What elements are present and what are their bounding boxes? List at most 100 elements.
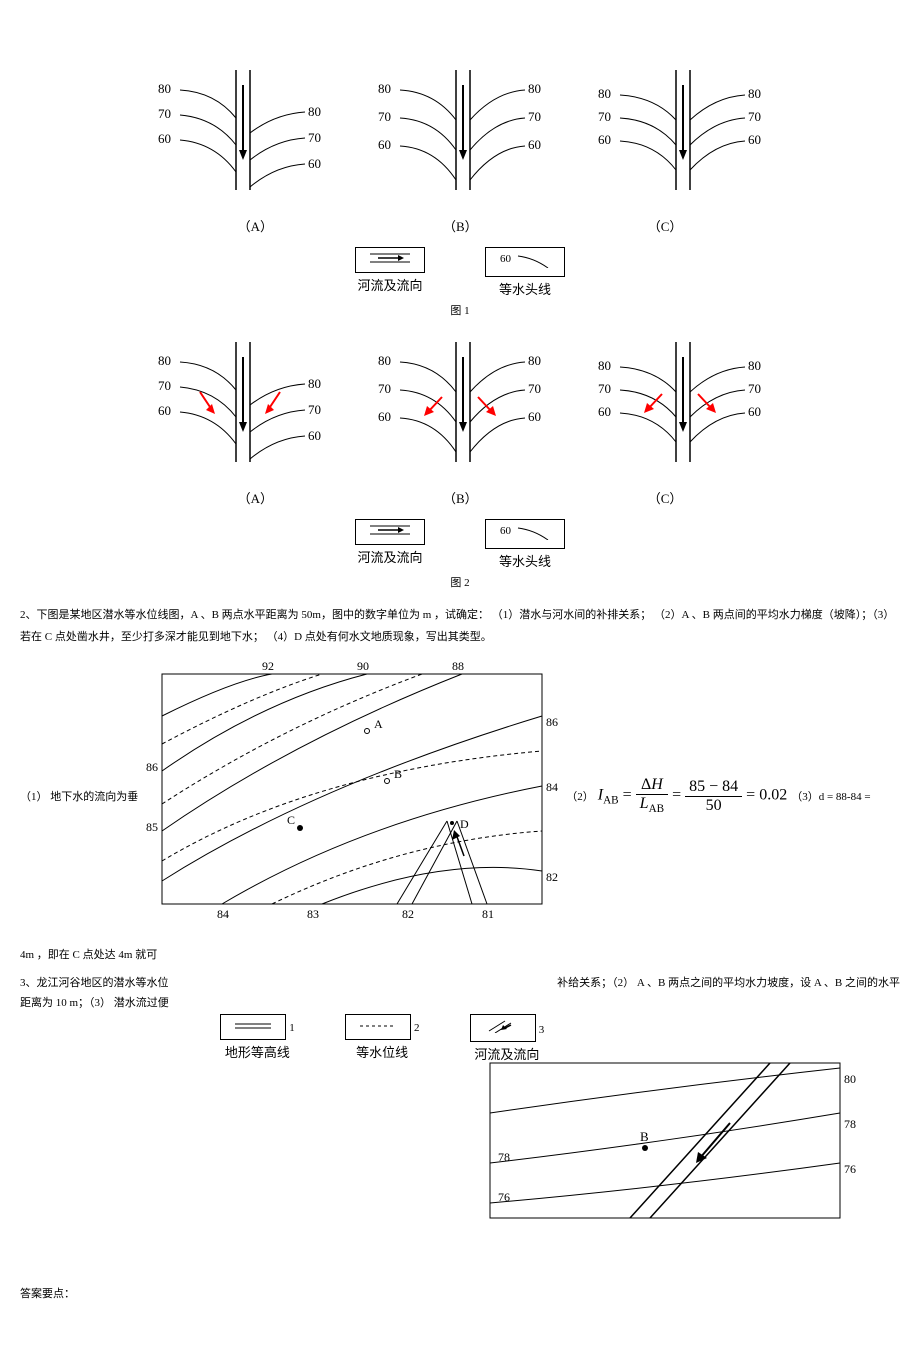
svg-text:82: 82 <box>546 870 558 884</box>
legend-iso-label: 等水头线 <box>499 282 551 297</box>
legend-river-label: 河流及流向 <box>357 278 422 293</box>
legend-iso: 60 等水头线 <box>485 247 565 298</box>
svg-text:82: 82 <box>402 907 414 921</box>
svg-text:60: 60 <box>528 137 541 152</box>
svg-text:80: 80 <box>598 86 611 101</box>
svg-text:70: 70 <box>308 130 321 145</box>
map-legend-topo: 地形等高线 <box>225 1045 290 1060</box>
svg-text:70: 70 <box>158 378 171 393</box>
figure2-panels: 80 70 60 80 70 60 80 70 60 80 70 60 <box>20 332 900 482</box>
svg-text:A: A <box>374 717 383 731</box>
svg-text:80: 80 <box>844 1072 856 1086</box>
svg-text:70: 70 <box>598 109 611 124</box>
figure1-sub-labels: （A） （B） （C） <box>20 216 900 235</box>
figure2-panel-c: 80 70 60 80 70 60 <box>590 332 770 482</box>
svg-text:80: 80 <box>308 376 321 391</box>
svg-text:80: 80 <box>598 358 611 373</box>
svg-text:60: 60 <box>528 409 541 424</box>
answer-left3: 3、龙江河谷地区的潜水等水位 <box>20 974 169 990</box>
svg-text:70: 70 <box>528 109 541 124</box>
figure1-panel-a: 80 70 60 80 70 60 <box>150 60 330 210</box>
figure2-sub-labels: （A） （B） （C） <box>20 488 900 507</box>
svg-text:70: 70 <box>748 109 761 124</box>
svg-text:80: 80 <box>158 81 171 96</box>
figure1-label-c: （C） <box>648 216 683 235</box>
svg-text:81: 81 <box>482 907 494 921</box>
svg-text:86: 86 <box>146 760 158 774</box>
answer-line1: （1） 地下水的流向为垂 92 90 88 86 84 82 86 85 84 … <box>20 656 900 936</box>
answer-line4: 距离为 10 m；（3） 潜水流过便 <box>20 994 900 1010</box>
svg-text:70: 70 <box>378 381 391 396</box>
figure2-panel-a: 80 70 60 80 70 60 <box>150 332 330 482</box>
equation-iab: IAB = ΔHLAB = 85 − 8450 = 0.02 <box>598 776 787 815</box>
svg-text:88: 88 <box>452 659 464 673</box>
figure1-caption: 图 1 <box>20 302 900 318</box>
svg-text:60: 60 <box>308 428 321 443</box>
svg-text:70: 70 <box>308 402 321 417</box>
figure2-caption: 图 2 <box>20 574 900 590</box>
svg-text:60: 60 <box>748 404 761 419</box>
figure1-panels: 80 70 60 80 70 60 80 70 60 80 70 60 <box>20 60 900 210</box>
figure2-label-b: （B） <box>443 488 478 507</box>
figure2-legend: 河流及流向 60 等水头线 <box>20 519 900 570</box>
svg-text:80: 80 <box>528 353 541 368</box>
figure2-label-a: （A） <box>238 488 273 507</box>
svg-text:84: 84 <box>546 780 558 794</box>
svg-text:70: 70 <box>378 109 391 124</box>
answer-right3: 补给关系；（2） A 、B 两点之间的平均水力坡度，设 A 、B 之间的水平 <box>557 974 900 990</box>
legend-iso-label-2: 等水头线 <box>499 554 551 569</box>
svg-text:83: 83 <box>307 907 319 921</box>
svg-text:78: 78 <box>844 1117 856 1131</box>
answer-line2: 4m ，即在 C 点处达 4m 就可 <box>20 944 900 966</box>
figure1-label-b: （B） <box>443 216 478 235</box>
svg-text:60: 60 <box>378 409 391 424</box>
eq-lead: （2） <box>566 788 594 804</box>
figure1-label-a: （A） <box>238 216 273 235</box>
svg-text:60: 60 <box>158 403 171 418</box>
svg-text:80: 80 <box>378 353 391 368</box>
svg-text:60: 60 <box>378 137 391 152</box>
svg-text:60: 60 <box>158 131 171 146</box>
inset-map: B 80 78 76 78 76 <box>480 1053 860 1233</box>
svg-text:80: 80 <box>748 86 761 101</box>
eq-tail: （3）d = 88-84 = <box>791 788 870 804</box>
svg-text:78: 78 <box>498 1150 510 1164</box>
contour-map: 92 90 88 86 84 82 86 85 84 83 82 81 <box>142 656 562 936</box>
svg-text:92: 92 <box>262 659 274 673</box>
svg-text:80: 80 <box>528 81 541 96</box>
svg-text:90: 90 <box>357 659 369 673</box>
svg-text:60: 60 <box>748 132 761 147</box>
answer-left1: （1） 地下水的流向为垂 <box>20 788 138 804</box>
svg-text:76: 76 <box>498 1190 510 1204</box>
svg-text:D: D <box>460 817 469 831</box>
answer-left4: 距离为 10 m；（3） 潜水流过便 <box>20 994 169 1010</box>
svg-text:84: 84 <box>217 907 229 921</box>
legend-iso-num: 60 <box>500 253 512 265</box>
svg-text:70: 70 <box>528 381 541 396</box>
svg-text:70: 70 <box>158 106 171 121</box>
figure1-panel-c: 80 70 60 80 70 60 <box>590 60 770 210</box>
svg-text:60: 60 <box>598 132 611 147</box>
svg-text:60: 60 <box>598 404 611 419</box>
svg-text:80: 80 <box>378 81 391 96</box>
svg-text:85: 85 <box>146 820 158 834</box>
svg-text:70: 70 <box>598 381 611 396</box>
figure1-panel-b: 80 70 60 80 70 60 <box>370 60 550 210</box>
legend-river: 河流及流向 <box>355 247 425 298</box>
legend-river-label-2: 河流及流向 <box>357 550 422 565</box>
svg-text:76: 76 <box>844 1162 856 1176</box>
question2-text: 2、下图是某地区潜水等水位线图，A 、B 两点水平距离为 50m，图中的数字单位… <box>20 604 900 648</box>
svg-text:60: 60 <box>308 156 321 171</box>
svg-text:B: B <box>394 767 402 781</box>
figure1-legend: 河流及流向 60 等水头线 <box>20 247 900 298</box>
svg-text:C: C <box>287 813 295 827</box>
svg-text:80: 80 <box>748 358 761 373</box>
figure2-panel-b: 80 70 60 80 70 60 <box>370 332 550 482</box>
svg-text:70: 70 <box>748 381 761 396</box>
figure2-label-c: （C） <box>648 488 683 507</box>
answer-line3: 3、龙江河谷地区的潜水等水位 补给关系；（2） A 、B 两点之间的平均水力坡度… <box>20 974 900 990</box>
map-legend-water: 等水位线 <box>356 1045 408 1060</box>
svg-text:B: B <box>640 1129 649 1144</box>
svg-text:80: 80 <box>158 353 171 368</box>
svg-text:60: 60 <box>500 525 512 537</box>
